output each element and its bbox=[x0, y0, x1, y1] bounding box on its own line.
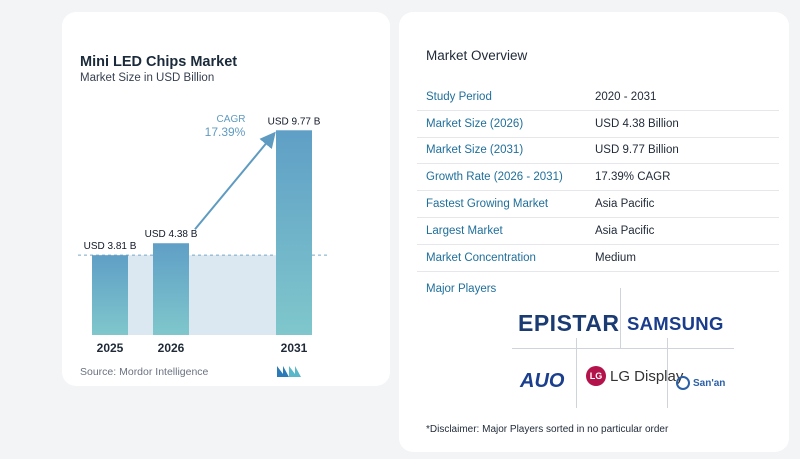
samsung-logo: SAMSUNG bbox=[627, 313, 724, 334]
overview-table: Study Period 2020 - 2031 Market Size (202… bbox=[417, 84, 779, 272]
cagr-label: CAGR bbox=[217, 114, 246, 125]
sanan-label: San'an bbox=[693, 377, 726, 389]
lg-display-logo: LG LG Display bbox=[586, 366, 683, 386]
bar-2025 bbox=[92, 255, 128, 335]
disclaimer: *Disclaimer: Major Players sorted in no … bbox=[426, 424, 669, 435]
overview-row: Market Size (2026) USD 4.38 Billion bbox=[417, 111, 779, 138]
major-players-title: Major Players bbox=[426, 283, 497, 295]
data-label-2031: USD 9.77 B bbox=[268, 116, 321, 127]
logo-divider bbox=[667, 338, 668, 408]
overview-row: Largest Market Asia Pacific bbox=[417, 218, 779, 245]
reference-band bbox=[128, 255, 276, 335]
source-note: Source: Mordor Intelligence bbox=[80, 366, 209, 378]
bar-2026 bbox=[153, 243, 189, 335]
sanan-ring-icon bbox=[676, 376, 690, 390]
overview-value: Medium bbox=[595, 251, 636, 264]
data-label-2026: USD 4.38 B bbox=[145, 229, 198, 240]
x-tick-2026: 2026 bbox=[158, 341, 185, 355]
logo-divider bbox=[576, 338, 577, 408]
overview-value: Asia Pacific bbox=[595, 198, 655, 211]
overview-value: 17.39% CAGR bbox=[595, 171, 671, 184]
bar-chart: USD 3.81 B 2025 USD 4.38 B 2026 USD 9.77 B 20… bbox=[78, 114, 328, 355]
epistar-logo: EPISTAR bbox=[518, 310, 620, 336]
data-label-2025: USD 3.81 B bbox=[84, 241, 137, 252]
overview-key: Growth Rate (2026 - 2031) bbox=[426, 171, 563, 184]
overview-key: Market Size (2031) bbox=[426, 144, 524, 157]
overview-row: Market Concentration Medium bbox=[417, 245, 779, 272]
overview-row: Growth Rate (2026 - 2031) 17.39% CAGR bbox=[417, 164, 779, 192]
x-tick-2025: 2025 bbox=[97, 341, 124, 355]
overview-value: 2020 - 2031 bbox=[595, 90, 657, 103]
lg-display-label: LG Display bbox=[610, 367, 684, 385]
x-tick-2031: 2031 bbox=[281, 341, 308, 355]
mordor-logo-icon bbox=[277, 366, 301, 377]
chart-title: Mini LED Chips Market bbox=[80, 54, 238, 70]
overview-key: Study Period bbox=[426, 90, 492, 103]
overview-key: Largest Market bbox=[426, 224, 503, 237]
overview-key: Market Size (2026) bbox=[426, 117, 524, 130]
overview-row: Study Period 2020 - 2031 bbox=[417, 84, 779, 111]
overview-value: Asia Pacific bbox=[595, 224, 655, 237]
chart-subtitle: Market Size in USD Billion bbox=[80, 72, 215, 84]
logo-divider bbox=[620, 288, 621, 348]
overview-key: Market Concentration bbox=[426, 251, 536, 264]
auo-logo: AUO bbox=[520, 370, 565, 392]
overview-title: Market Overview bbox=[426, 48, 528, 63]
overview-row: Fastest Growing Market Asia Pacific bbox=[417, 191, 779, 218]
sanan-logo: San'an bbox=[676, 376, 725, 390]
lg-circle-icon: LG bbox=[586, 366, 606, 386]
overview-key: Fastest Growing Market bbox=[426, 198, 549, 211]
cagr-arrow bbox=[194, 131, 276, 230]
bar-2031 bbox=[276, 130, 312, 335]
cagr-value: 17.39% bbox=[205, 125, 246, 139]
overview-value: USD 4.38 Billion bbox=[595, 117, 679, 130]
overview-value: USD 9.77 Billion bbox=[595, 144, 679, 157]
logo-divider bbox=[512, 348, 734, 349]
overview-row: Market Size (2031) USD 9.77 Billion bbox=[417, 138, 779, 165]
